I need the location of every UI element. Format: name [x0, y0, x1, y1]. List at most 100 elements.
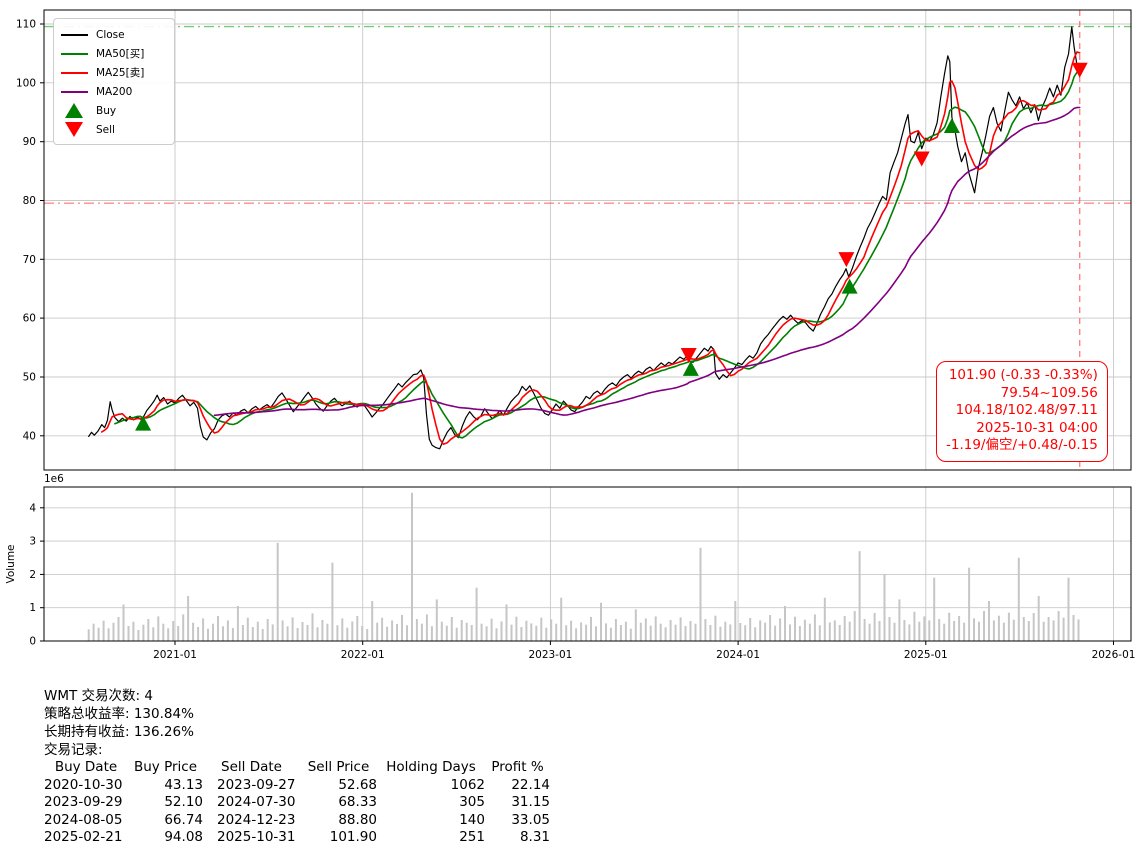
volume-bar — [1007, 612, 1010, 641]
volume-bar — [202, 618, 205, 641]
volume-bar — [296, 628, 299, 641]
volume-bar — [87, 629, 90, 641]
legend-item-ma50-: MA50[买] — [58, 44, 170, 63]
trade-table-cell: 68.33 — [338, 794, 377, 811]
legend-line-swatch — [60, 90, 88, 93]
volume-bar — [440, 621, 443, 641]
trade-table-cell: 1062 — [450, 776, 485, 793]
volume-bar — [1042, 621, 1045, 641]
volume-bar — [1077, 619, 1080, 641]
volume-bar — [515, 616, 518, 641]
volume-bar — [714, 615, 717, 641]
series-MA25- — [101, 51, 1081, 446]
trade-table-cell: 52.10 — [164, 794, 203, 811]
legend-swatch — [58, 103, 90, 118]
trade-table-row: 2023-09-29 52.10 2024-07-30 68.33 305 31.15 — [44, 794, 550, 812]
legend-item-ma200: MA200 — [58, 82, 170, 101]
trade-table-cell: 2025-02-21 — [44, 829, 123, 846]
stats-block: WMT 交易次数: 4 策略总收益率: 130.84% 长期持有收益: 136.… — [44, 687, 550, 847]
volume-bar — [803, 619, 806, 641]
volume-bar — [495, 628, 498, 641]
x-tick-label: 2022-01 — [341, 649, 385, 661]
volume-bar — [923, 616, 926, 641]
volume-bar — [629, 628, 632, 641]
volume-bar — [1027, 621, 1030, 641]
annotation-signal-line: -1.19/偏空/+0.48/-0.15 — [946, 437, 1098, 454]
volume-bar — [381, 617, 384, 641]
volume-bar — [217, 616, 219, 641]
volume-bar — [386, 626, 389, 641]
volume-bar — [684, 626, 687, 641]
annotation-ma-line: 104.18/102.48/97.11 — [955, 402, 1098, 419]
volume-bar — [988, 601, 990, 641]
legend-item-ma25-: MA25[卖] — [58, 63, 170, 82]
volume-bar — [212, 623, 214, 641]
volume-bar — [92, 623, 95, 641]
legend-label: Buy — [96, 104, 117, 117]
volume-bar — [530, 623, 533, 641]
buy-marker — [841, 278, 858, 294]
volume-bar — [595, 626, 597, 641]
volume-bar — [719, 626, 722, 641]
trade-table-row: 2025-02-21 94.08 2025-10-31 101.90 251 8.31 — [44, 829, 550, 847]
volume-bar — [281, 620, 284, 641]
volume-bar — [948, 612, 951, 641]
trade-table-cell: 2024-07-30 — [217, 794, 296, 811]
volume-bar — [774, 625, 777, 641]
volume-bar — [609, 627, 612, 641]
volume-bar — [420, 623, 423, 641]
volume-bar — [331, 562, 334, 641]
volume-bar — [580, 622, 583, 641]
sell-marker — [680, 348, 697, 363]
volume-bar — [346, 627, 349, 641]
price-tick-label: 50 — [23, 372, 36, 384]
x-tick-label: 2025-01 — [904, 649, 948, 661]
volume-bar — [316, 627, 319, 641]
volume-bar — [644, 618, 647, 641]
volume-bar — [843, 616, 846, 641]
trade-count-line: WMT 交易次数: 4 — [44, 688, 153, 704]
buy-triangle-icon — [65, 103, 83, 118]
trade-table-row: 2020-10-30 43.13 2023-09-27 52.68 1062 22.14 — [44, 777, 550, 795]
volume-bar — [575, 628, 578, 641]
buy-marker — [943, 118, 960, 133]
sell-marker — [1071, 62, 1088, 78]
series-MA50- — [114, 68, 1081, 439]
volume-bar — [734, 601, 737, 641]
volume-bar — [540, 617, 543, 641]
volume-bar — [992, 620, 995, 641]
volume-bar — [326, 623, 329, 641]
volume-bar — [406, 625, 408, 641]
legend-swatch — [58, 52, 90, 55]
volume-bar — [694, 623, 697, 641]
volume-bar — [226, 620, 229, 641]
volume-bar — [361, 626, 364, 641]
trade-table-cell: 43.13 — [164, 776, 203, 793]
volume-bar — [1062, 617, 1065, 641]
volume-bar — [460, 620, 463, 641]
trade-table: Buy Date Buy Price Sell Date Sell Price Hold… — [44, 759, 550, 847]
volume-bar — [152, 627, 155, 641]
hold-return-line: 长期持有收益: 136.26% — [44, 724, 194, 740]
volume-bar — [868, 623, 871, 641]
volume-bar — [336, 625, 339, 641]
volume-bar — [197, 627, 200, 641]
legend-line-swatch — [60, 33, 88, 36]
volume-bar — [535, 625, 538, 641]
volume-bar — [639, 622, 642, 641]
volume-bar — [261, 629, 264, 641]
legend-swatch — [58, 71, 90, 74]
sell-marker — [913, 151, 930, 167]
trade-table-cell: 2025-10-31 — [217, 829, 296, 846]
volume-bar — [435, 599, 438, 641]
volume-bar — [222, 626, 224, 641]
price-tick-label: 40 — [23, 430, 36, 442]
volume-bar — [634, 609, 637, 641]
volume-bar — [465, 622, 468, 641]
volume-bar — [107, 628, 110, 641]
volume-bar — [241, 625, 244, 641]
trade-table-header-cell: Buy Price — [133, 759, 198, 775]
volume-bar — [231, 628, 234, 641]
trade-table-cell: 2024-12-23 — [217, 811, 296, 828]
volume-bar — [396, 624, 398, 641]
